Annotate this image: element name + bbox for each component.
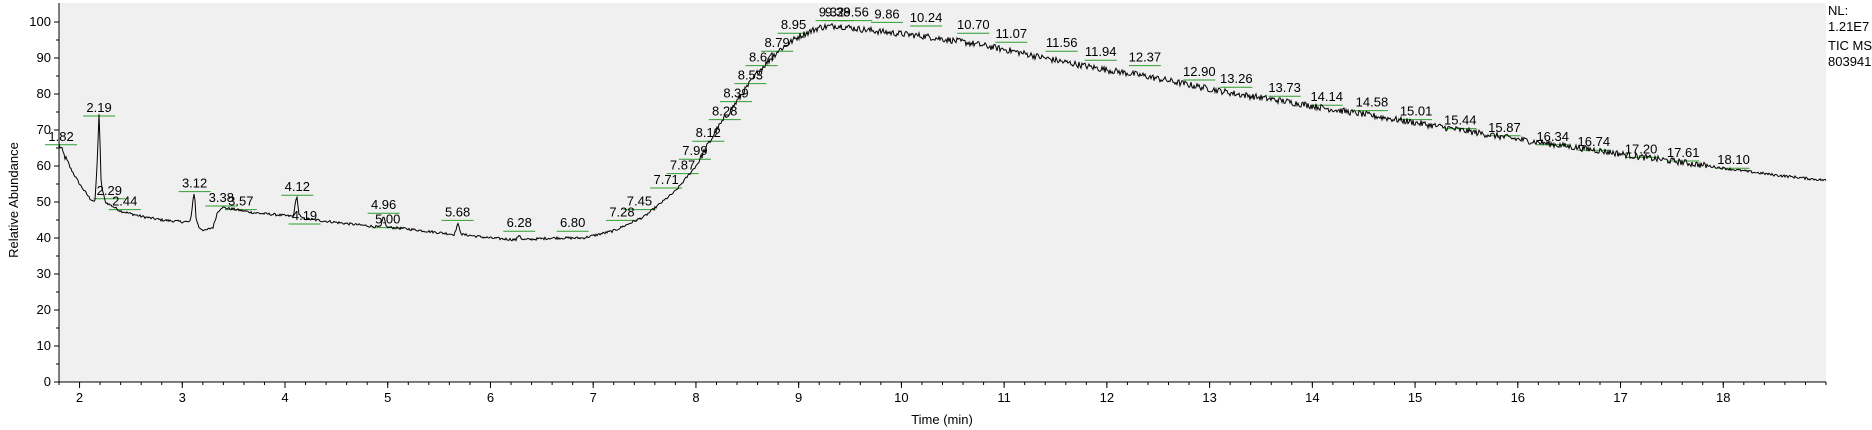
y-tick-label: 0	[44, 374, 51, 389]
file-id: 803941	[1828, 54, 1872, 69]
y-tick-label: 70	[37, 122, 51, 137]
peak-label: 17.20	[1625, 141, 1658, 156]
peak-label: 4.96	[371, 197, 396, 212]
x-tick-label: 17	[1613, 390, 1627, 405]
y-tick-label: 40	[37, 230, 51, 245]
nl-value: 1.21E7	[1828, 19, 1870, 34]
peak-label: 18.10	[1717, 152, 1750, 167]
peak-label: 7.45	[627, 194, 652, 209]
y-tick-label: 60	[37, 158, 51, 173]
x-tick-label: 3	[179, 390, 186, 405]
peak-label: 4.12	[285, 179, 310, 194]
peak-label: 8.95	[781, 17, 806, 32]
x-axis: 2 3 4 5 6 7 8 9 10 11 12 13 14 15 16 17 18	[58, 381, 1827, 405]
peak-label: 7.87	[670, 158, 695, 173]
peak-label: 12.90	[1183, 64, 1216, 79]
peak-label: 16.34	[1536, 129, 1569, 144]
x-tick-label: 7	[590, 390, 597, 405]
peak-label: 10.24	[910, 10, 943, 25]
y-tick-label: 30	[37, 266, 51, 281]
x-tick-label: 16	[1511, 390, 1525, 405]
peak-label: 3.57	[228, 194, 253, 209]
peak-label: 14.14	[1310, 89, 1343, 104]
peak-label: 15.87	[1488, 120, 1521, 135]
peak-label: 8.39	[723, 86, 748, 101]
peak-label: 7.28	[609, 204, 634, 219]
x-tick-label: 5	[384, 390, 391, 405]
peak-label: 16.74	[1578, 134, 1611, 149]
x-tick-label: 18	[1716, 390, 1730, 405]
peak-label: 15.01	[1400, 104, 1433, 119]
x-tick-label: 11	[997, 390, 1011, 405]
x-tick-label: 13	[1202, 390, 1216, 405]
x-axis-title: Time (min)	[911, 412, 973, 427]
y-tick-label: 20	[37, 302, 51, 317]
peak-label: 4.19	[292, 208, 317, 223]
peak-label: 8.79	[764, 35, 789, 50]
peak-label: 5.00	[375, 212, 400, 227]
peak-label: 14.58	[1356, 95, 1389, 110]
peak-label: 13.73	[1268, 80, 1301, 95]
peak-label: 8.53	[738, 68, 763, 83]
x-tick-label: 8	[692, 390, 699, 405]
x-tick-label: 6	[487, 390, 494, 405]
peak-label: 8.64	[749, 50, 774, 65]
peak-label: 11.56	[1046, 35, 1078, 50]
x-tick-label: 9	[795, 390, 802, 405]
peak-label: 11.07	[996, 26, 1028, 41]
peak-label: 3.38	[209, 190, 234, 205]
peak-label: 9.86	[874, 6, 899, 21]
trace-label: TIC MS	[1828, 38, 1872, 53]
peak-label: 1.82	[48, 129, 73, 144]
peak-label: 15.44	[1444, 113, 1477, 128]
peak-label: 10.70	[957, 17, 990, 32]
y-axis: 0 10 20 30 40 50 60 70 80 90 100	[29, 3, 60, 389]
peak-label: 12.37	[1129, 50, 1162, 65]
y-tick-label: 90	[37, 50, 51, 65]
peak-label: 9.32	[819, 5, 844, 20]
peak-label: 6.28	[507, 215, 532, 230]
tic-trace	[58, 22, 1827, 242]
x-tick-label: 14	[1305, 390, 1319, 405]
peak-label: 6.80	[560, 215, 585, 230]
peak-label: 9.38	[825, 5, 850, 20]
y-axis-title: Relative Abundance	[6, 142, 21, 258]
peak-label: 11.94	[1085, 44, 1117, 59]
peak-label: 2.19	[86, 100, 111, 115]
x-tick-label: 15	[1408, 390, 1422, 405]
y-tick-label: 10	[37, 338, 51, 353]
peak-label: 8.28	[712, 104, 737, 119]
peak-label: 9.56	[844, 5, 869, 20]
x-tick-label: 4	[281, 390, 288, 405]
peak-label: 7.99	[682, 143, 707, 158]
plot-area	[59, 3, 1826, 382]
x-tick-label: 2	[76, 390, 83, 405]
y-tick-label: 50	[37, 194, 51, 209]
peak-label: 7.71	[653, 172, 678, 187]
y-tick-label: 80	[37, 86, 51, 101]
x-tick-label: 10	[894, 390, 908, 405]
peak-label: 3.12	[182, 176, 207, 191]
peak-label: 13.26	[1220, 71, 1253, 86]
x-tick-label: 12	[1100, 390, 1114, 405]
peak-label: 2.29	[97, 183, 122, 198]
peak-label: 8.12	[696, 125, 721, 140]
y-tick-label: 100	[29, 14, 51, 29]
nl-label: NL:	[1828, 3, 1849, 18]
peak-label: 17.61	[1667, 145, 1700, 160]
peak-labels: 1.82 2.19 2.292.44 3.123.383.57 4.12 4.19 4.96…	[48, 5, 1749, 231]
peak-label: 5.68	[445, 204, 470, 219]
peak-label: 2.44	[112, 194, 137, 209]
